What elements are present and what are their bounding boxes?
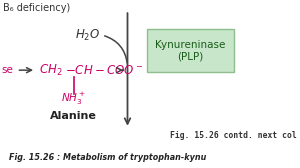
Text: B₆ deficiency): B₆ deficiency) (3, 3, 70, 13)
Text: Fig. 15.26 : Metabolism of tryptophan-kynu: Fig. 15.26 : Metabolism of tryptophan-ky… (9, 153, 206, 162)
Text: $NH_3^+$: $NH_3^+$ (61, 91, 86, 107)
FancyBboxPatch shape (147, 29, 234, 72)
Text: Kynureninase
(PLP): Kynureninase (PLP) (155, 40, 226, 61)
Text: $H_2O$: $H_2O$ (75, 28, 100, 43)
Text: se: se (2, 65, 14, 75)
Text: $-CH-COO^-$: $-CH-COO^-$ (64, 64, 143, 77)
Text: Fig. 15.26 contd. next col: Fig. 15.26 contd. next col (170, 131, 297, 140)
Text: $CH_2$: $CH_2$ (39, 63, 62, 78)
Text: Alanine: Alanine (50, 111, 97, 121)
